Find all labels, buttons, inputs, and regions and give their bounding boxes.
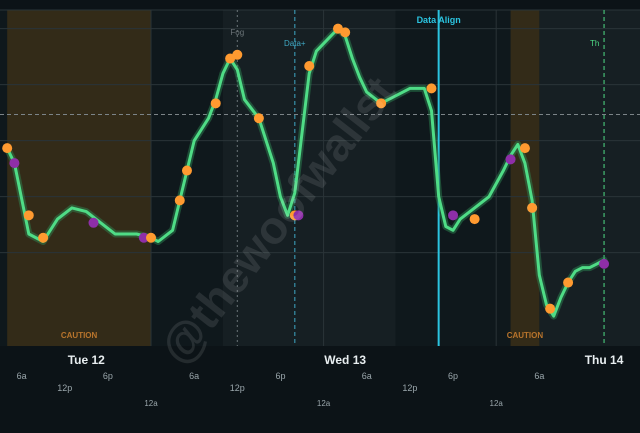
hour-tick-label: 12a <box>490 399 504 408</box>
hour-tick-label: 12p <box>402 383 417 393</box>
vertical-marker-label: Data+ <box>284 39 306 48</box>
vertical-marker-label: Fog <box>230 28 244 37</box>
data-point-orange <box>38 232 49 243</box>
hour-tick-label: 6p <box>103 371 113 381</box>
hour-tick-label: 12p <box>230 383 245 393</box>
marker-layer <box>2 23 610 314</box>
data-point-orange <box>519 143 530 154</box>
hour-tick-label: 6p <box>275 371 285 381</box>
caution-band <box>510 10 540 346</box>
day-label: Thu 14 <box>585 353 624 367</box>
data-point-purple <box>293 210 304 221</box>
data-point-orange <box>181 165 192 176</box>
day-label: Tue 12 <box>68 353 105 367</box>
data-point-orange <box>376 98 387 109</box>
data-point-orange <box>210 98 221 109</box>
data-point-orange <box>426 83 437 94</box>
data-point-orange <box>545 303 556 314</box>
alt-band <box>539 10 640 346</box>
hour-tick-label: 12a <box>144 399 158 408</box>
hour-tick-label: 12p <box>57 383 72 393</box>
data-point-orange <box>146 232 157 243</box>
hour-tick-label: 12a <box>317 399 331 408</box>
hour-tick-label: 6a <box>17 371 27 381</box>
data-point-purple <box>88 217 99 228</box>
caution-band <box>7 10 152 346</box>
vertical-marker-label: Data Align <box>417 15 461 25</box>
day-label: Wed 13 <box>324 353 366 367</box>
data-point-orange <box>304 61 315 71</box>
hour-tick-label: 6p <box>448 371 458 381</box>
data-point-orange <box>174 195 185 206</box>
caution-label: CAUTION <box>61 331 98 340</box>
data-point-purple <box>505 154 516 165</box>
reference-lines: Fog Data+ Data Align Th <box>0 10 640 346</box>
hour-tick-label: 6a <box>189 371 199 381</box>
data-point-orange <box>469 214 480 225</box>
data-point-orange <box>340 27 351 38</box>
data-point-orange <box>23 210 34 221</box>
band-layer: CAUTION CAUTION <box>0 10 640 346</box>
data-point-orange <box>563 277 574 288</box>
data-point-purple <box>448 210 459 221</box>
data-point-orange <box>527 202 538 213</box>
x-axis: Tue 12 Wed 13 Thu 14 6a 12p 6p 12a 6a 12p 6p 12a 6a… <box>17 353 624 408</box>
caution-label: CAUTION <box>507 331 544 340</box>
hour-tick-label: 6a <box>362 371 372 381</box>
data-point-orange <box>232 49 243 60</box>
grid-layer <box>0 9 640 346</box>
data-point-purple <box>138 232 149 243</box>
vertical-marker-label: Th <box>590 39 599 48</box>
data-point-purple <box>9 158 20 169</box>
hour-tick-label: 6a <box>534 371 544 381</box>
data-point-orange <box>2 143 13 154</box>
data-point-purple <box>599 258 610 269</box>
data-point-orange <box>253 113 264 124</box>
